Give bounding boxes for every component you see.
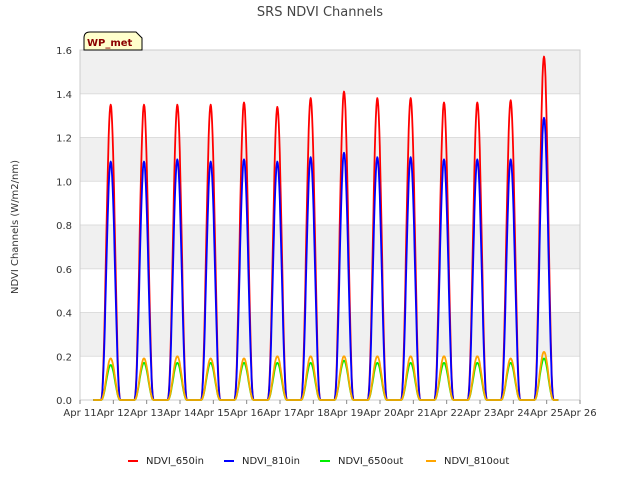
y-tick-label: 1.6 bbox=[56, 46, 72, 57]
x-tick-label: Apr 24 bbox=[497, 408, 530, 419]
x-tick-label: Apr 26 bbox=[563, 408, 596, 419]
badge-shape bbox=[83, 31, 143, 51]
y-tick-label: 0.4 bbox=[56, 309, 72, 320]
x-tick-label: Apr 17 bbox=[263, 408, 296, 419]
grid-band bbox=[80, 137, 580, 182]
x-tick-label: Apr 23 bbox=[463, 408, 496, 419]
x-tick-label: Apr 20 bbox=[363, 408, 396, 419]
x-tick-label: Apr 12 bbox=[97, 408, 130, 419]
x-tick-label: Apr 16 bbox=[230, 408, 263, 419]
series-lines bbox=[93, 55, 559, 401]
y-axis-label: NDVI Channels (W/m2/nm) bbox=[10, 160, 21, 294]
x-tick-label: Apr 21 bbox=[397, 408, 430, 419]
chart-title: SRS NDVI Channels bbox=[257, 5, 383, 20]
station-badge: WP_met bbox=[83, 31, 143, 51]
x-tick-label: Apr 15 bbox=[197, 408, 230, 419]
x-tick-label: Apr 13 bbox=[130, 408, 163, 419]
legend-entry: NDVI_810out bbox=[444, 456, 509, 467]
y-tick-label: 0.6 bbox=[56, 265, 72, 276]
x-tick-label: Apr 25 bbox=[530, 408, 563, 419]
grid-band bbox=[80, 312, 580, 357]
series-line-ndvi_810out bbox=[93, 351, 559, 401]
x-tick-label: Apr 18 bbox=[297, 408, 330, 419]
legend: NDVI_650in NDVI_810in NDVI_650out NDVI_810o… bbox=[128, 456, 509, 467]
y-tick-label: 0.8 bbox=[56, 221, 72, 232]
y-tick-label: 0.0 bbox=[56, 396, 72, 407]
y-tick-label: 1.0 bbox=[56, 177, 72, 188]
x-axis-ticks: Apr 11 Apr 12 Apr 13 Apr 14 Apr 15 Apr 16 Apr … bbox=[63, 400, 597, 419]
x-tick-label: Apr 11 bbox=[63, 408, 96, 419]
legend-entry: NDVI_650out bbox=[338, 456, 403, 467]
badge-label: WP_met bbox=[87, 38, 133, 49]
plot-background bbox=[79, 49, 581, 401]
y-axis-ticks: 0.0 0.2 0.4 0.6 0.8 1.0 1.2 1.4 1.6 bbox=[56, 46, 72, 407]
legend-entry: NDVI_650in bbox=[146, 456, 204, 467]
legend-entry: NDVI_810in bbox=[242, 456, 300, 467]
grid-band bbox=[80, 225, 580, 269]
x-tick-label: Apr 22 bbox=[430, 408, 463, 419]
y-tick-label: 1.2 bbox=[56, 134, 72, 145]
grid-band bbox=[80, 50, 580, 94]
x-tick-label: Apr 19 bbox=[330, 408, 363, 419]
x-tick-label: Apr 14 bbox=[163, 408, 196, 419]
y-tick-label: 0.2 bbox=[56, 352, 72, 363]
y-tick-label: 1.4 bbox=[56, 90, 72, 101]
